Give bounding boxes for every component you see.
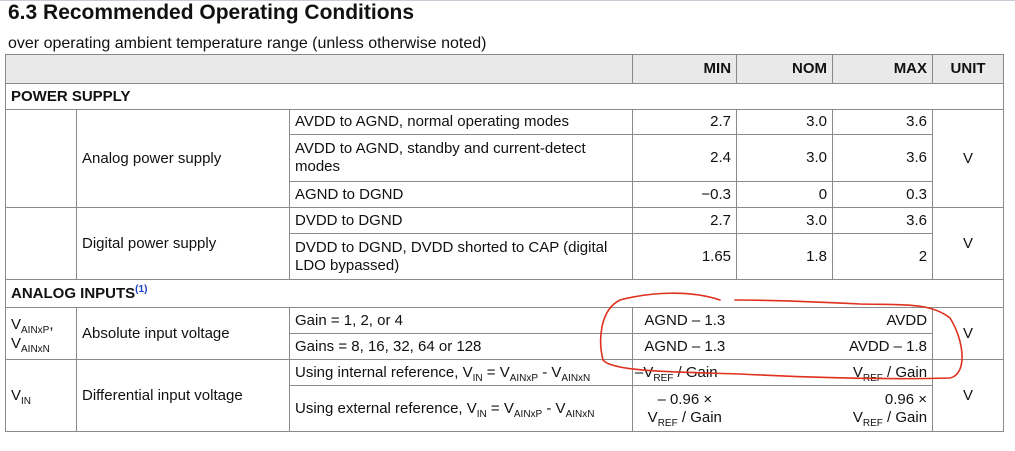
section-row: ANALOG INPUTS(1) bbox=[4, 279, 1005, 308]
unit-cell: V bbox=[932, 307, 1005, 360]
min-cell: 1.65 bbox=[632, 233, 738, 280]
nom-cell: 3.0 bbox=[736, 207, 834, 234]
header-nom: NOM bbox=[736, 54, 834, 84]
nom-cell bbox=[736, 359, 833, 386]
nom-cell: 3.0 bbox=[736, 134, 834, 182]
table-row: Using external reference, VIN = VAINxP -… bbox=[6, 385, 1004, 432]
param-differential-input: Differential input voltage bbox=[76, 359, 290, 432]
symbol-vainx: VAINxP, VAINxN bbox=[5, 307, 77, 360]
param-analog-supply: Analog power supply bbox=[76, 109, 290, 208]
condition-cell: AVDD to AGND, normal operating modes bbox=[288, 109, 634, 135]
table-row: DVDD to DGND, DVDD shorted to CAP (digit… bbox=[6, 233, 1004, 280]
table-row: AVDD to AGND, standby and current-detect… bbox=[6, 134, 1004, 182]
table-row: Analog power supply AVDD to AGND, normal… bbox=[5, 109, 1005, 208]
condition-cell: Gains = 8, 16, 32, 64 or 128 bbox=[288, 333, 634, 360]
unit-cell: V bbox=[932, 359, 1005, 432]
nom-cell: 1.8 bbox=[736, 233, 834, 280]
min-cell: −0.3 bbox=[632, 181, 738, 208]
nom-cell: 0 bbox=[736, 181, 834, 208]
max-cell: 0.3 bbox=[832, 181, 934, 208]
page-title: 6.3 Recommended Operating Conditions bbox=[8, 1, 415, 24]
header-max: MAX bbox=[832, 54, 934, 84]
section-row: POWER SUPPLY bbox=[4, 83, 1005, 110]
symbol-cell bbox=[5, 207, 77, 280]
condition-cell: DVDD to DGND, DVDD shorted to CAP (digit… bbox=[288, 233, 634, 280]
param-absolute-input: Absolute input voltage bbox=[76, 307, 290, 360]
symbol-vin: VIN bbox=[5, 359, 77, 432]
symbol-separator: , bbox=[49, 315, 54, 333]
condition-internal-ref: Using internal reference, VIN = VAINxP -… bbox=[288, 359, 634, 386]
max-cell: 2 bbox=[832, 233, 934, 280]
max-cell: 0.96 × VREF / Gain bbox=[832, 385, 934, 432]
condition-cell: AGND to DGND bbox=[288, 181, 634, 208]
symbol-text: V bbox=[11, 386, 22, 404]
symbol-subscript: AINxN bbox=[21, 343, 50, 355]
nom-cell bbox=[736, 307, 833, 334]
nom-cell bbox=[736, 385, 833, 432]
symbol-cell bbox=[5, 109, 77, 208]
symbol-text: V bbox=[11, 334, 22, 352]
min-cell: AGND – 1.3 bbox=[632, 333, 737, 360]
condition-cell: DVDD to DGND bbox=[288, 207, 634, 234]
condition-cell: AVDD to AGND, standby and current-detect… bbox=[288, 134, 634, 182]
table-subtitle: over operating ambient temperature range… bbox=[8, 35, 487, 52]
condition-external-ref: Using external reference, VIN = VAINxP -… bbox=[288, 385, 634, 432]
max-cell: VREF / Gain bbox=[832, 359, 934, 386]
table-row: Digital power supply DVDD to DGND 2.7 3.… bbox=[5, 207, 1005, 280]
section-analog-inputs: ANALOG INPUTS(1) bbox=[4, 279, 1005, 308]
section-analog-inputs-label: ANALOG INPUTS bbox=[11, 284, 136, 302]
min-cell: 2.7 bbox=[632, 109, 738, 135]
symbol-text: V bbox=[11, 315, 22, 333]
unit-cell: V bbox=[932, 109, 1005, 208]
symbol-subscript: AINxP bbox=[21, 324, 50, 336]
param-digital-supply: Digital power supply bbox=[76, 207, 290, 280]
section-power-supply: POWER SUPPLY bbox=[4, 83, 1005, 110]
header-row: MIN NOM MAX UNIT bbox=[4, 54, 1005, 84]
nom-cell bbox=[736, 333, 833, 360]
min-cell: AGND – 1.3 bbox=[632, 307, 737, 334]
nom-cell: 3.0 bbox=[736, 109, 834, 135]
top-border bbox=[0, 0, 1015, 1]
max-cell: 3.6 bbox=[832, 207, 934, 234]
footnote-link[interactable]: (1) bbox=[135, 283, 148, 295]
header-min: MIN bbox=[632, 54, 738, 84]
table-row: VIN Differential input voltage Using int… bbox=[5, 359, 1005, 432]
condition-cell: Gain = 1, 2, or 4 bbox=[288, 307, 634, 334]
header-blank bbox=[4, 54, 634, 84]
min-cell: –VREF / Gain bbox=[632, 359, 737, 386]
header-unit: UNIT bbox=[932, 54, 1005, 84]
table-row: VAINxP, VAINxN Absolute input voltage Gai… bbox=[5, 307, 1005, 360]
min-cell: – 0.96 × VREF / Gain bbox=[632, 385, 737, 432]
min-cell: 2.4 bbox=[632, 134, 738, 182]
max-cell: AVDD bbox=[832, 307, 934, 334]
unit-cell: V bbox=[932, 207, 1005, 280]
max-cell: 3.6 bbox=[832, 109, 934, 135]
operating-conditions-table: MIN NOM MAX UNIT POWER SUPPLY Analog pow… bbox=[4, 54, 1005, 432]
max-cell: 3.6 bbox=[832, 134, 934, 182]
min-cell: 2.7 bbox=[632, 207, 738, 234]
symbol-subscript: IN bbox=[21, 395, 32, 407]
max-cell: AVDD – 1.8 bbox=[832, 333, 934, 360]
